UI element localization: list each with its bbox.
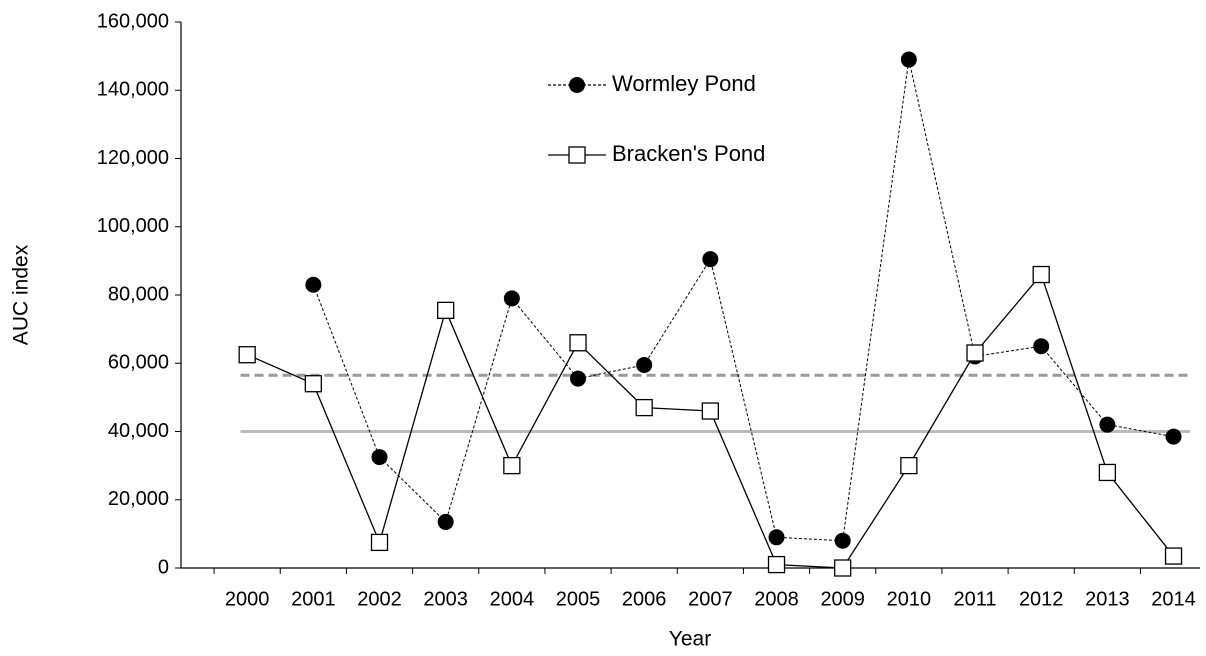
x-axis-title: Year bbox=[669, 628, 711, 651]
data-point bbox=[304, 375, 322, 393]
x-tick-label: 2002 bbox=[357, 588, 402, 610]
data-point bbox=[900, 51, 917, 68]
data-point bbox=[570, 370, 587, 387]
x-tick-label: 2007 bbox=[688, 588, 733, 610]
x-tick-label: 2006 bbox=[622, 588, 667, 610]
data-point bbox=[834, 532, 851, 549]
data-point bbox=[635, 398, 653, 417]
y-tick-label: 160,000 bbox=[97, 10, 169, 32]
data-point bbox=[834, 559, 852, 577]
data-point bbox=[371, 449, 388, 466]
legend-marker bbox=[568, 146, 586, 164]
x-tick-label: 2003 bbox=[423, 588, 468, 610]
data-point bbox=[1033, 338, 1050, 355]
y-tick-label: 40,000 bbox=[108, 420, 169, 442]
y-tick-label: 20,000 bbox=[108, 488, 169, 510]
series-line bbox=[312, 59, 1174, 542]
y-tick-label: 0 bbox=[158, 556, 169, 578]
y-tick-label: 140,000 bbox=[97, 79, 169, 101]
x-tick-label: 2014 bbox=[1151, 588, 1196, 610]
data-point bbox=[900, 456, 918, 475]
data-point bbox=[767, 555, 786, 574]
x-tick-label: 2001 bbox=[291, 588, 336, 610]
x-tick-label: 2012 bbox=[1019, 588, 1064, 610]
series-line bbox=[246, 273, 1175, 569]
data-point bbox=[1165, 428, 1182, 445]
x-tick-label: 2005 bbox=[556, 588, 601, 610]
y-tick-label: 80,000 bbox=[108, 283, 169, 305]
data-point bbox=[966, 344, 984, 362]
data-point bbox=[503, 290, 520, 307]
data-point bbox=[569, 334, 587, 352]
y-axis-title: AUC index bbox=[10, 244, 33, 345]
x-tick-label: 2009 bbox=[820, 588, 865, 610]
data-point bbox=[437, 513, 454, 530]
data-point bbox=[503, 456, 521, 475]
data-point bbox=[636, 356, 653, 373]
legend-label: Wormley Pond bbox=[612, 71, 756, 96]
x-tick-label: 2004 bbox=[490, 588, 535, 610]
data-point bbox=[1098, 463, 1117, 482]
data-point bbox=[238, 346, 256, 364]
x-tick-label: 2013 bbox=[1085, 588, 1130, 610]
legend-marker bbox=[569, 77, 585, 93]
y-tick-label: 120,000 bbox=[97, 147, 169, 169]
x-tick-label: 2010 bbox=[887, 588, 932, 610]
data-point bbox=[1032, 265, 1050, 284]
data-point bbox=[305, 276, 322, 293]
data-point bbox=[768, 529, 785, 546]
legend-label: Bracken's Pond bbox=[612, 141, 765, 166]
data-point bbox=[702, 251, 719, 268]
data-point bbox=[701, 402, 720, 420]
y-tick-label: 60,000 bbox=[108, 352, 169, 374]
y-tick-label: 100,000 bbox=[97, 215, 169, 237]
data-point bbox=[370, 533, 389, 552]
data-point bbox=[1099, 416, 1116, 433]
x-tick-label: 2011 bbox=[954, 588, 997, 610]
data-point bbox=[437, 301, 455, 320]
x-tick-label: 2008 bbox=[754, 588, 799, 610]
x-tick-label: 2000 bbox=[225, 588, 270, 610]
data-point bbox=[1164, 547, 1183, 565]
